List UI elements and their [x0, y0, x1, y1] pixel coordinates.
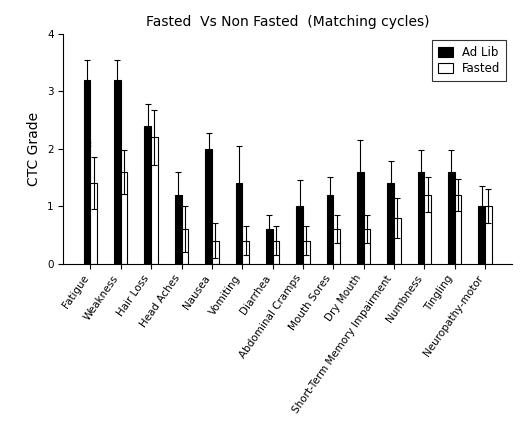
- Bar: [388, 183, 394, 264]
- Bar: [272, 241, 279, 264]
- Bar: [485, 206, 492, 264]
- Bar: [182, 229, 188, 264]
- Bar: [303, 241, 309, 264]
- Bar: [145, 126, 151, 264]
- Legend: Ad Lib, Fasted: Ad Lib, Fasted: [432, 40, 506, 81]
- Title: Fasted  Vs Non Fasted  (Matching cycles): Fasted Vs Non Fasted (Matching cycles): [146, 15, 429, 28]
- Bar: [296, 206, 303, 264]
- Bar: [448, 172, 455, 264]
- Bar: [242, 241, 249, 264]
- Text: *: *: [84, 141, 91, 155]
- Bar: [455, 195, 461, 264]
- Bar: [418, 172, 425, 264]
- Bar: [478, 206, 485, 264]
- Bar: [364, 229, 370, 264]
- Bar: [266, 229, 272, 264]
- Bar: [357, 172, 364, 264]
- Bar: [121, 172, 127, 264]
- Bar: [235, 183, 242, 264]
- Bar: [114, 80, 121, 264]
- Bar: [90, 183, 97, 264]
- Bar: [394, 218, 401, 264]
- Bar: [205, 149, 212, 264]
- Y-axis label: CTC Grade: CTC Grade: [27, 112, 42, 186]
- Bar: [175, 195, 182, 264]
- Bar: [84, 80, 90, 264]
- Bar: [151, 137, 158, 264]
- Bar: [212, 241, 219, 264]
- Bar: [425, 195, 431, 264]
- Bar: [327, 195, 333, 264]
- Bar: [333, 229, 340, 264]
- Text: *: *: [115, 133, 121, 147]
